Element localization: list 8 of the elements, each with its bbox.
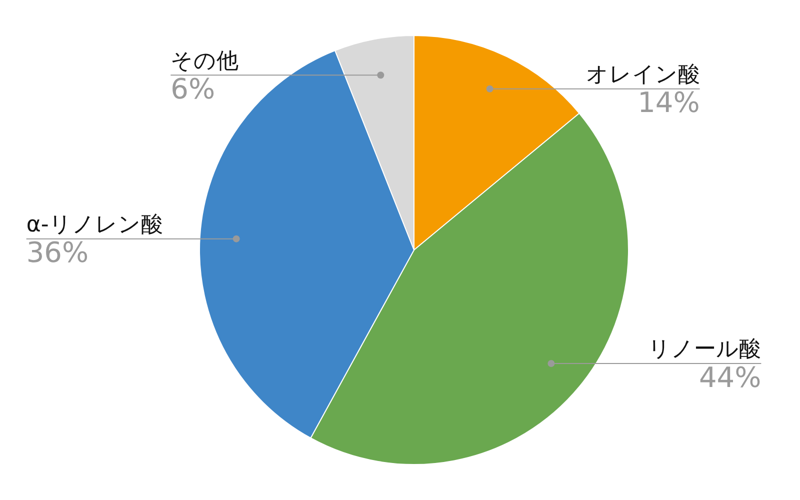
- slice-label: α-リノレン酸: [26, 212, 163, 238]
- slice-label: その他: [170, 48, 239, 74]
- data-label: 14%: [638, 86, 700, 120]
- slice-label: リノール酸: [648, 337, 762, 362]
- data-label: 6%: [170, 72, 216, 106]
- data-label: 44%: [698, 360, 762, 394]
- slice-label: オレイン酸: [586, 62, 700, 88]
- data-label: 36%: [26, 236, 89, 270]
